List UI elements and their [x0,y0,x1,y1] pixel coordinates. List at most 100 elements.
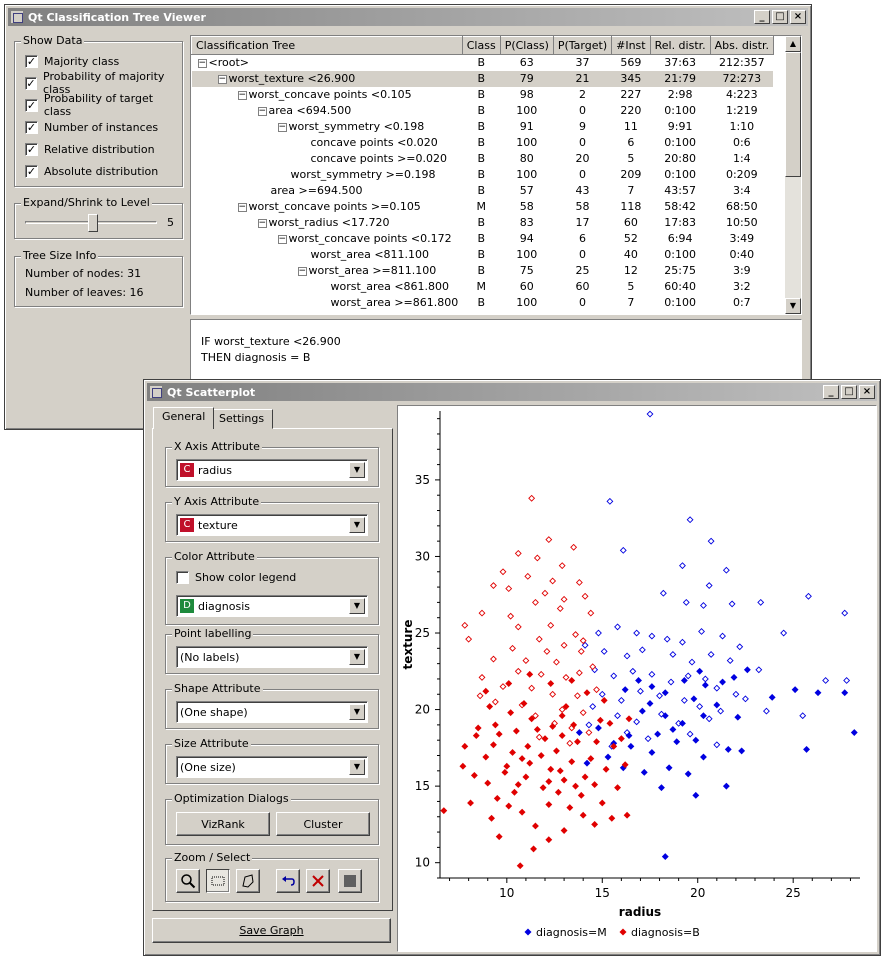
collapse-icon[interactable]: − [257,217,267,228]
data-point [474,724,482,732]
tree-row[interactable]: − worst_texture <26.900 B 79 21 345 21:79 72:27… [191,70,774,87]
close-button[interactable]: × [790,10,806,24]
data-point [799,712,807,720]
tree-node-pclass: 98 [519,88,534,101]
col-header-tree[interactable]: Classification Tree [191,36,463,55]
shape-attr-select[interactable]: (One shape) ▼ [176,701,368,723]
collapse-icon[interactable]: − [237,89,247,100]
tree-size-info-label: Tree Size Info [21,249,99,262]
tree-viewer-titlebar[interactable]: Qt Classification Tree Viewer _ □ × [8,8,808,26]
tree-node-ptarget: 20 [575,152,590,165]
data-point [684,672,692,680]
rect-select-button[interactable] [206,869,230,893]
zoom-button[interactable] [176,869,200,893]
tab-general[interactable]: General [153,407,215,429]
minimize-button[interactable]: _ [823,385,839,399]
tree-row[interactable]: worst_symmetry >=0.198 B 100 0 209 0:100 0:209 [192,167,774,183]
classification-tree-list[interactable]: Classification Tree Class P(Class) P(Tar… [190,35,802,315]
undo-button[interactable] [276,869,300,893]
tree-node-name: concave points >=0.020 [192,151,463,167]
tree-table: Classification Tree Class P(Class) P(Tar… [191,36,774,311]
checkbox-label: Number of instances [44,120,159,134]
polygon-select-button[interactable] [236,869,260,893]
collapse-icon[interactable]: − [277,121,287,132]
zoom-select-group: Zoom / Select [165,851,379,902]
scroll-up-button[interactable]: ▲ [785,36,801,52]
relative-distribution-checkbox[interactable]: ✓ Relative distribution [25,138,182,160]
tree-row[interactable]: − worst_concave points >=0.105 M 58 58 118 58:… [192,199,774,215]
data-point [707,537,715,545]
collapse-icon[interactable]: − [217,73,227,84]
data-point [490,582,497,589]
col-header-ptarget[interactable]: P(Target) [552,36,613,55]
collapse-icon[interactable]: − [277,233,287,244]
send-selection-button[interactable] [338,869,362,893]
tree-node-label: worst_symmetry >=0.198 [290,168,436,181]
col-header-inst[interactable]: #Inst [611,36,651,55]
show-color-legend-checkbox[interactable]: Show color legend [176,566,296,588]
tree-row[interactable]: − area <694.500 B 100 0 220 0:100 1:219 [192,103,774,119]
num-instances-checkbox[interactable]: ✓ Number of instances [25,116,182,138]
tree-row[interactable]: concave points >=0.020 B 80 20 5 20:80 1:4 [192,151,774,167]
tree-row[interactable]: − worst_radius <17.720 B 83 17 60 17:83 10:50 [192,215,774,231]
chevron-down-icon[interactable]: ▼ [349,517,365,533]
cluster-button[interactable]: Cluster [276,812,370,836]
chevron-down-icon[interactable]: ▼ [349,649,365,665]
data-point [598,690,606,698]
data-point [593,686,600,694]
collapse-icon[interactable]: − [237,201,247,212]
size-attr-select[interactable]: (One size) ▼ [176,756,368,778]
collapse-icon[interactable]: − [297,265,307,276]
tree-row[interactable]: worst_area <861.800 M 60 60 5 60:40 3:2 [192,279,774,295]
scatterplot-canvas-frame[interactable]: 10 15 20 25 10 15 20 25 30 35 radius texture diagnos… [397,405,877,952]
discrete-attr-icon: D [180,599,194,613]
collapse-icon[interactable]: − [197,57,207,68]
vizrank-button[interactable]: VizRank [176,812,270,836]
tree-row[interactable]: worst_area >=861.800 B 100 0 7 0:100 0:7 [192,295,774,311]
remove-selection-button[interactable] [306,869,330,893]
maximize-button[interactable]: □ [841,385,857,399]
close-button[interactable]: × [859,385,875,399]
point-labelling-select[interactable]: (No labels) ▼ [176,646,368,668]
data-point [684,770,692,778]
data-point [713,741,721,749]
color-attr-group: Color Attribute Show color legend D diag… [165,550,379,625]
absolute-distribution-checkbox[interactable]: ✓ Absolute distribution [25,160,182,182]
tree-row[interactable]: − worst_symmetry <0.198 B 91 9 11 9:91 1:10 [192,119,774,135]
chevron-down-icon[interactable]: ▼ [349,598,365,614]
legend-marker [619,928,627,936]
chevron-down-icon[interactable]: ▼ [349,704,365,720]
y-axis-select[interactable]: C texture ▼ [176,514,368,536]
tree-row[interactable]: − worst_area >=811.100 B 75 25 12 25:75 3:9 [192,263,774,279]
tree-row[interactable]: − worst_concave points <0.172 B 94 6 52 6:94 3:… [192,231,774,247]
prob-majority-checkbox[interactable]: ✓ Probability of majority class [25,70,182,96]
col-header-class[interactable]: Class [461,36,501,55]
color-attr-select[interactable]: D diagnosis ▼ [176,595,368,617]
tree-row[interactable]: − worst_concave points <0.105 B 98 2 227 2:98 4… [192,87,774,103]
scroll-down-button[interactable]: ▼ [785,298,801,314]
tree-row[interactable]: − <root> B 63 37 569 37:63 212:357 [192,55,774,71]
save-graph-button[interactable]: Save Graph [152,918,391,943]
scroll-thumb[interactable] [785,52,801,177]
chevron-down-icon[interactable]: ▼ [349,759,365,775]
y-tick-label: 20 [415,703,430,717]
scatterplot-titlebar[interactable]: Qt Scatterplot _ □ × [147,383,877,401]
col-header-abs[interactable]: Abs. distr. [709,36,774,55]
scatterplot-chart[interactable]: 10 15 20 25 10 15 20 25 30 35 radius texture diagnos… [398,406,876,951]
tab-settings[interactable]: Settings [210,409,274,429]
tree-vertical-scrollbar[interactable]: ▲ ▼ [785,36,801,314]
data-point [732,690,740,698]
chevron-down-icon[interactable]: ▼ [349,462,365,478]
level-slider-handle[interactable] [88,214,98,232]
col-header-pclass[interactable]: P(Class) [499,36,554,55]
prob-target-checkbox[interactable]: ✓ Probability of target class [25,92,182,118]
majority-class-checkbox[interactable]: ✓ Majority class [25,50,182,72]
tree-row[interactable]: worst_area <811.100 B 100 0 40 0:100 0:40 [192,247,774,263]
col-header-rel[interactable]: Rel. distr. [649,36,711,55]
minimize-button[interactable]: _ [754,10,770,24]
tree-row[interactable]: area >=694.500 B 57 43 7 43:57 3:4 [192,183,774,199]
x-axis-select[interactable]: C radius ▼ [176,459,368,481]
maximize-button[interactable]: □ [772,10,788,24]
collapse-icon[interactable]: − [257,105,267,116]
tree-row[interactable]: concave points <0.020 B 100 0 6 0:100 0:6 [192,135,774,151]
